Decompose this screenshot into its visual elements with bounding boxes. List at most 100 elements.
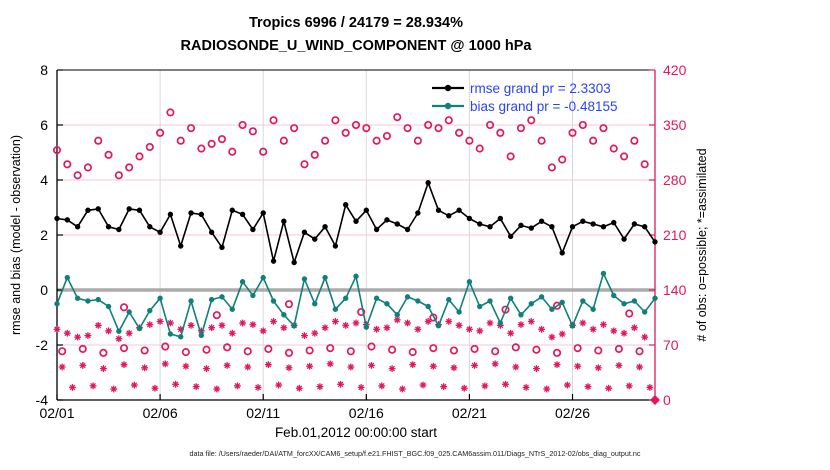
asterisk-arm — [306, 363, 313, 370]
assimilated-obs-marker — [527, 318, 535, 325]
asterisk-arm — [616, 362, 622, 369]
assimilated-obs-marker — [352, 319, 360, 327]
assimilated-obs-marker — [69, 384, 76, 391]
assimilated-obs-marker — [146, 321, 154, 328]
assimilated-obs-marker — [53, 325, 61, 333]
assimilated-obs-marker — [321, 324, 329, 332]
asterisk-arm — [322, 324, 328, 331]
assimilated-obs-marker — [280, 324, 288, 332]
asterisk-arm — [260, 327, 267, 334]
bias-point — [85, 298, 91, 304]
bias-point — [497, 320, 504, 326]
assimilated-obs-marker — [105, 327, 112, 335]
possible-obs-marker — [300, 160, 309, 169]
asterisk-arm — [646, 384, 653, 391]
rmse-point — [147, 224, 153, 230]
possible-obs-marker — [408, 348, 417, 357]
assimilated-obs-marker — [151, 384, 159, 392]
possible-obs-marker — [125, 163, 134, 172]
possible-obs-marker — [449, 346, 458, 355]
asterisk-arm — [353, 320, 359, 326]
rmse-point — [322, 224, 328, 230]
bias-point — [404, 294, 411, 300]
bias-line — [56, 272, 656, 338]
asterisk-arm — [378, 382, 385, 389]
rmse-point — [342, 202, 349, 208]
possible-obs-marker — [429, 344, 438, 353]
asterisk-arm — [641, 334, 648, 341]
bias-point — [260, 274, 266, 281]
asterisk-arm — [610, 327, 617, 334]
x-tick-label: 02/01 — [39, 405, 74, 421]
asterisk-arm — [342, 322, 349, 329]
asterisk-arm — [425, 318, 432, 325]
possible-obs-marker — [284, 300, 294, 309]
obs-count-markers — [52, 108, 660, 405]
assimilated-obs-marker — [295, 384, 303, 392]
y-right-tick-label: 420 — [663, 62, 687, 78]
asterisk-arm — [146, 321, 153, 328]
possible-obs-marker — [140, 346, 149, 355]
asterisk-arm — [193, 383, 200, 390]
data-file-path: data file: /Users/raeder/DAI/ATM_forcXX/… — [190, 449, 641, 458]
bias-point — [74, 295, 81, 301]
asterisk-arm — [234, 382, 241, 389]
asterisk-arm — [373, 326, 380, 333]
possible-obs-marker — [367, 342, 376, 351]
assimilated-obs-marker — [84, 332, 92, 339]
possible-obs-marker — [357, 307, 366, 317]
possible-obs-marker — [413, 136, 422, 145]
assimilated-obs-marker — [646, 384, 654, 391]
asterisk-arm — [183, 363, 189, 370]
x-tick-label: 02/16 — [349, 405, 384, 421]
possible-obs-marker — [630, 136, 639, 145]
bias-point — [641, 309, 648, 315]
rmse-point — [332, 243, 339, 249]
asterisk-arm — [332, 318, 339, 325]
possible-obs-marker — [506, 152, 515, 161]
y-left-tick-label: 2 — [40, 227, 48, 243]
asterisk-arm — [311, 330, 318, 337]
assimilated-obs-marker — [275, 381, 283, 389]
possible-obs-marker — [589, 136, 598, 145]
y-left-tick-label: -2 — [36, 337, 49, 353]
rmse-point — [239, 211, 246, 218]
assimilated-obs-marker — [455, 321, 463, 329]
bias-point — [270, 298, 277, 304]
bias-point — [590, 306, 596, 312]
assimilated-obs-marker — [600, 321, 607, 328]
chart-title: Tropics 6996 / 24179 = 28.934% — [249, 15, 463, 31]
asterisk-arm — [64, 330, 71, 337]
possible-obs-marker — [331, 116, 340, 125]
rmse-point — [178, 243, 184, 249]
assimilated-obs-marker — [311, 329, 319, 337]
asterisk-arm — [208, 324, 215, 331]
asterisk-arm — [188, 322, 194, 329]
assimilated-obs-marker — [301, 332, 308, 339]
asterisk-arm — [440, 383, 447, 390]
asterisk-arm — [131, 382, 138, 388]
possible-obs-marker — [305, 346, 314, 355]
assimilated-obs-marker — [584, 383, 592, 391]
rmse-point — [435, 207, 442, 213]
assimilated-obs-marker — [94, 321, 102, 329]
rmse-point — [559, 250, 565, 256]
possible-obs-marker — [310, 150, 319, 159]
rmse-point — [353, 218, 359, 224]
asterisk-arm — [621, 330, 627, 337]
asterisk-arm — [280, 324, 287, 331]
asterisk-arm — [203, 365, 210, 372]
assimilated-obs-marker — [331, 318, 339, 325]
rmse-point — [528, 225, 534, 231]
asterisk-arm — [54, 326, 60, 333]
y-left-tick-label: 8 — [40, 62, 48, 78]
possible-obs-marker — [326, 344, 335, 353]
assimilated-obs-marker — [507, 329, 515, 337]
x-tick-label: 02/06 — [143, 405, 178, 421]
asterisk-arm — [177, 326, 184, 333]
bias-point — [446, 296, 452, 303]
possible-obs-marker — [393, 113, 402, 122]
assimilated-obs-marker — [218, 321, 226, 329]
bias-point — [291, 323, 297, 329]
assimilated-obs-marker — [558, 330, 566, 338]
